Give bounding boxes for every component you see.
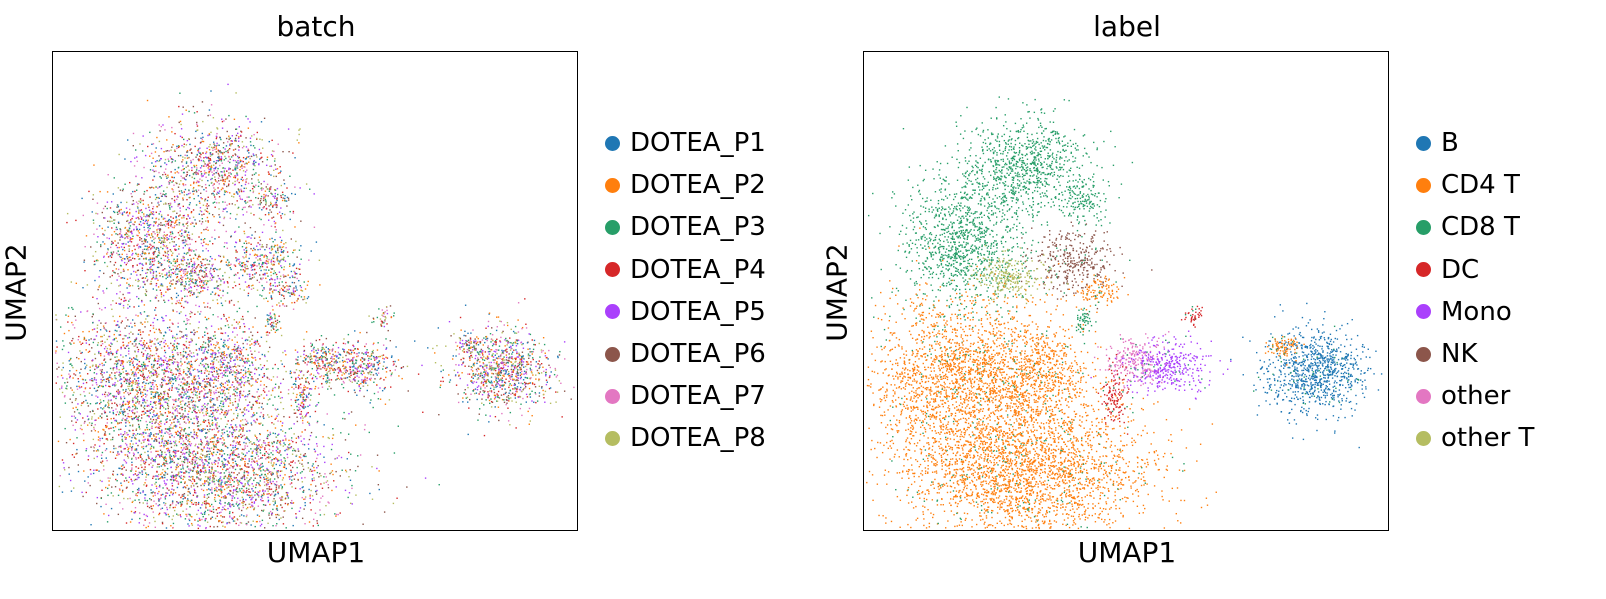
legend-label: DOTEA_P1 [630,128,766,159]
legend-marker [605,135,620,151]
legend-label: other [1441,381,1511,412]
legend-item: DOTEA_P7 [605,375,766,417]
scatter-points [866,96,1383,530]
legend-label: DOTEA_P6 [630,339,766,370]
legend-item: CD8 T [1416,206,1534,248]
legend-item: DC [1416,249,1534,291]
legend: DOTEA_P1 DOTEA_P2 DOTEA_P3 DOTEA_P4 DOTEA_P5… [605,122,766,460]
umap-scatter [54,83,575,530]
legend-label: B [1441,128,1459,159]
legend-item: Mono [1416,291,1534,333]
legend-item: B [1416,122,1534,164]
chart-title: batch [276,10,356,43]
legend-item: DOTEA_P5 [605,291,766,333]
legend-label: DOTEA_P2 [630,170,766,201]
legend-label: DOTEA_P7 [630,381,766,412]
legend-marker [1416,430,1431,446]
plot-area [52,51,578,531]
legend: B CD4 T CD8 T DC Mono NK other other T [1416,122,1534,460]
legend-marker [605,430,620,446]
legend-marker [1416,262,1431,278]
legend-label: DOTEA_P8 [630,423,766,454]
legend-label: DC [1441,254,1480,285]
legend-item: CD4 T [1416,164,1534,206]
legend-marker [1416,135,1431,151]
legend-marker [605,304,620,320]
umap-scatter [866,96,1383,530]
y-axis-label: UMAP2 [0,243,33,342]
legend-label: CD4 T [1441,170,1520,201]
legend-item: DOTEA_P6 [605,333,766,375]
x-axis-label: UMAP1 [1077,536,1177,569]
legend-marker [1416,388,1431,404]
label-panel: label UMAP1 UMAP2 B CD4 T CD8 T DC Mono NK oth… [810,0,1606,599]
legend-item: DOTEA_P8 [605,417,766,459]
legend-item: other T [1416,417,1534,459]
legend-marker [1416,304,1431,320]
plot-area [863,51,1389,531]
legend-item: NK [1416,333,1534,375]
legend-item: DOTEA_P1 [605,122,766,164]
chart-title: label [1093,10,1161,43]
batch-panel: batch UMAP1 UMAP2 DOTEA_P1 DOTEA_P2 DOTEA_… [0,0,800,599]
legend-marker [605,388,620,404]
legend-marker [605,262,620,278]
legend-marker [605,219,620,235]
legend-marker [605,177,620,193]
legend-label: CD8 T [1441,212,1520,243]
legend-marker [605,346,620,362]
legend-label: Mono [1441,296,1512,327]
legend-item: DOTEA_P2 [605,164,766,206]
legend-marker [1416,177,1431,193]
y-axis-label: UMAP2 [820,243,854,342]
legend-item: DOTEA_P3 [605,206,766,248]
legend-marker [1416,346,1431,362]
legend-label: NK [1441,339,1478,370]
legend-label: DOTEA_P4 [630,254,766,285]
scatter-points [54,83,575,530]
legend-label: other T [1441,423,1535,454]
legend-marker [1416,219,1431,235]
legend-label: DOTEA_P5 [630,296,766,327]
legend-label: DOTEA_P3 [630,212,766,243]
x-axis-label: UMAP1 [266,536,366,569]
legend-item: other [1416,375,1534,417]
legend-item: DOTEA_P4 [605,249,766,291]
